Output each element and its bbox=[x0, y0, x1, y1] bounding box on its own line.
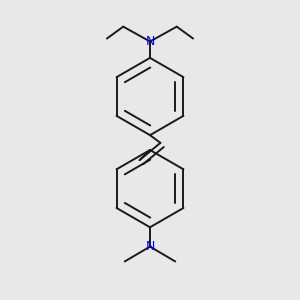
Text: N: N bbox=[145, 240, 155, 253]
Text: N: N bbox=[145, 35, 155, 48]
